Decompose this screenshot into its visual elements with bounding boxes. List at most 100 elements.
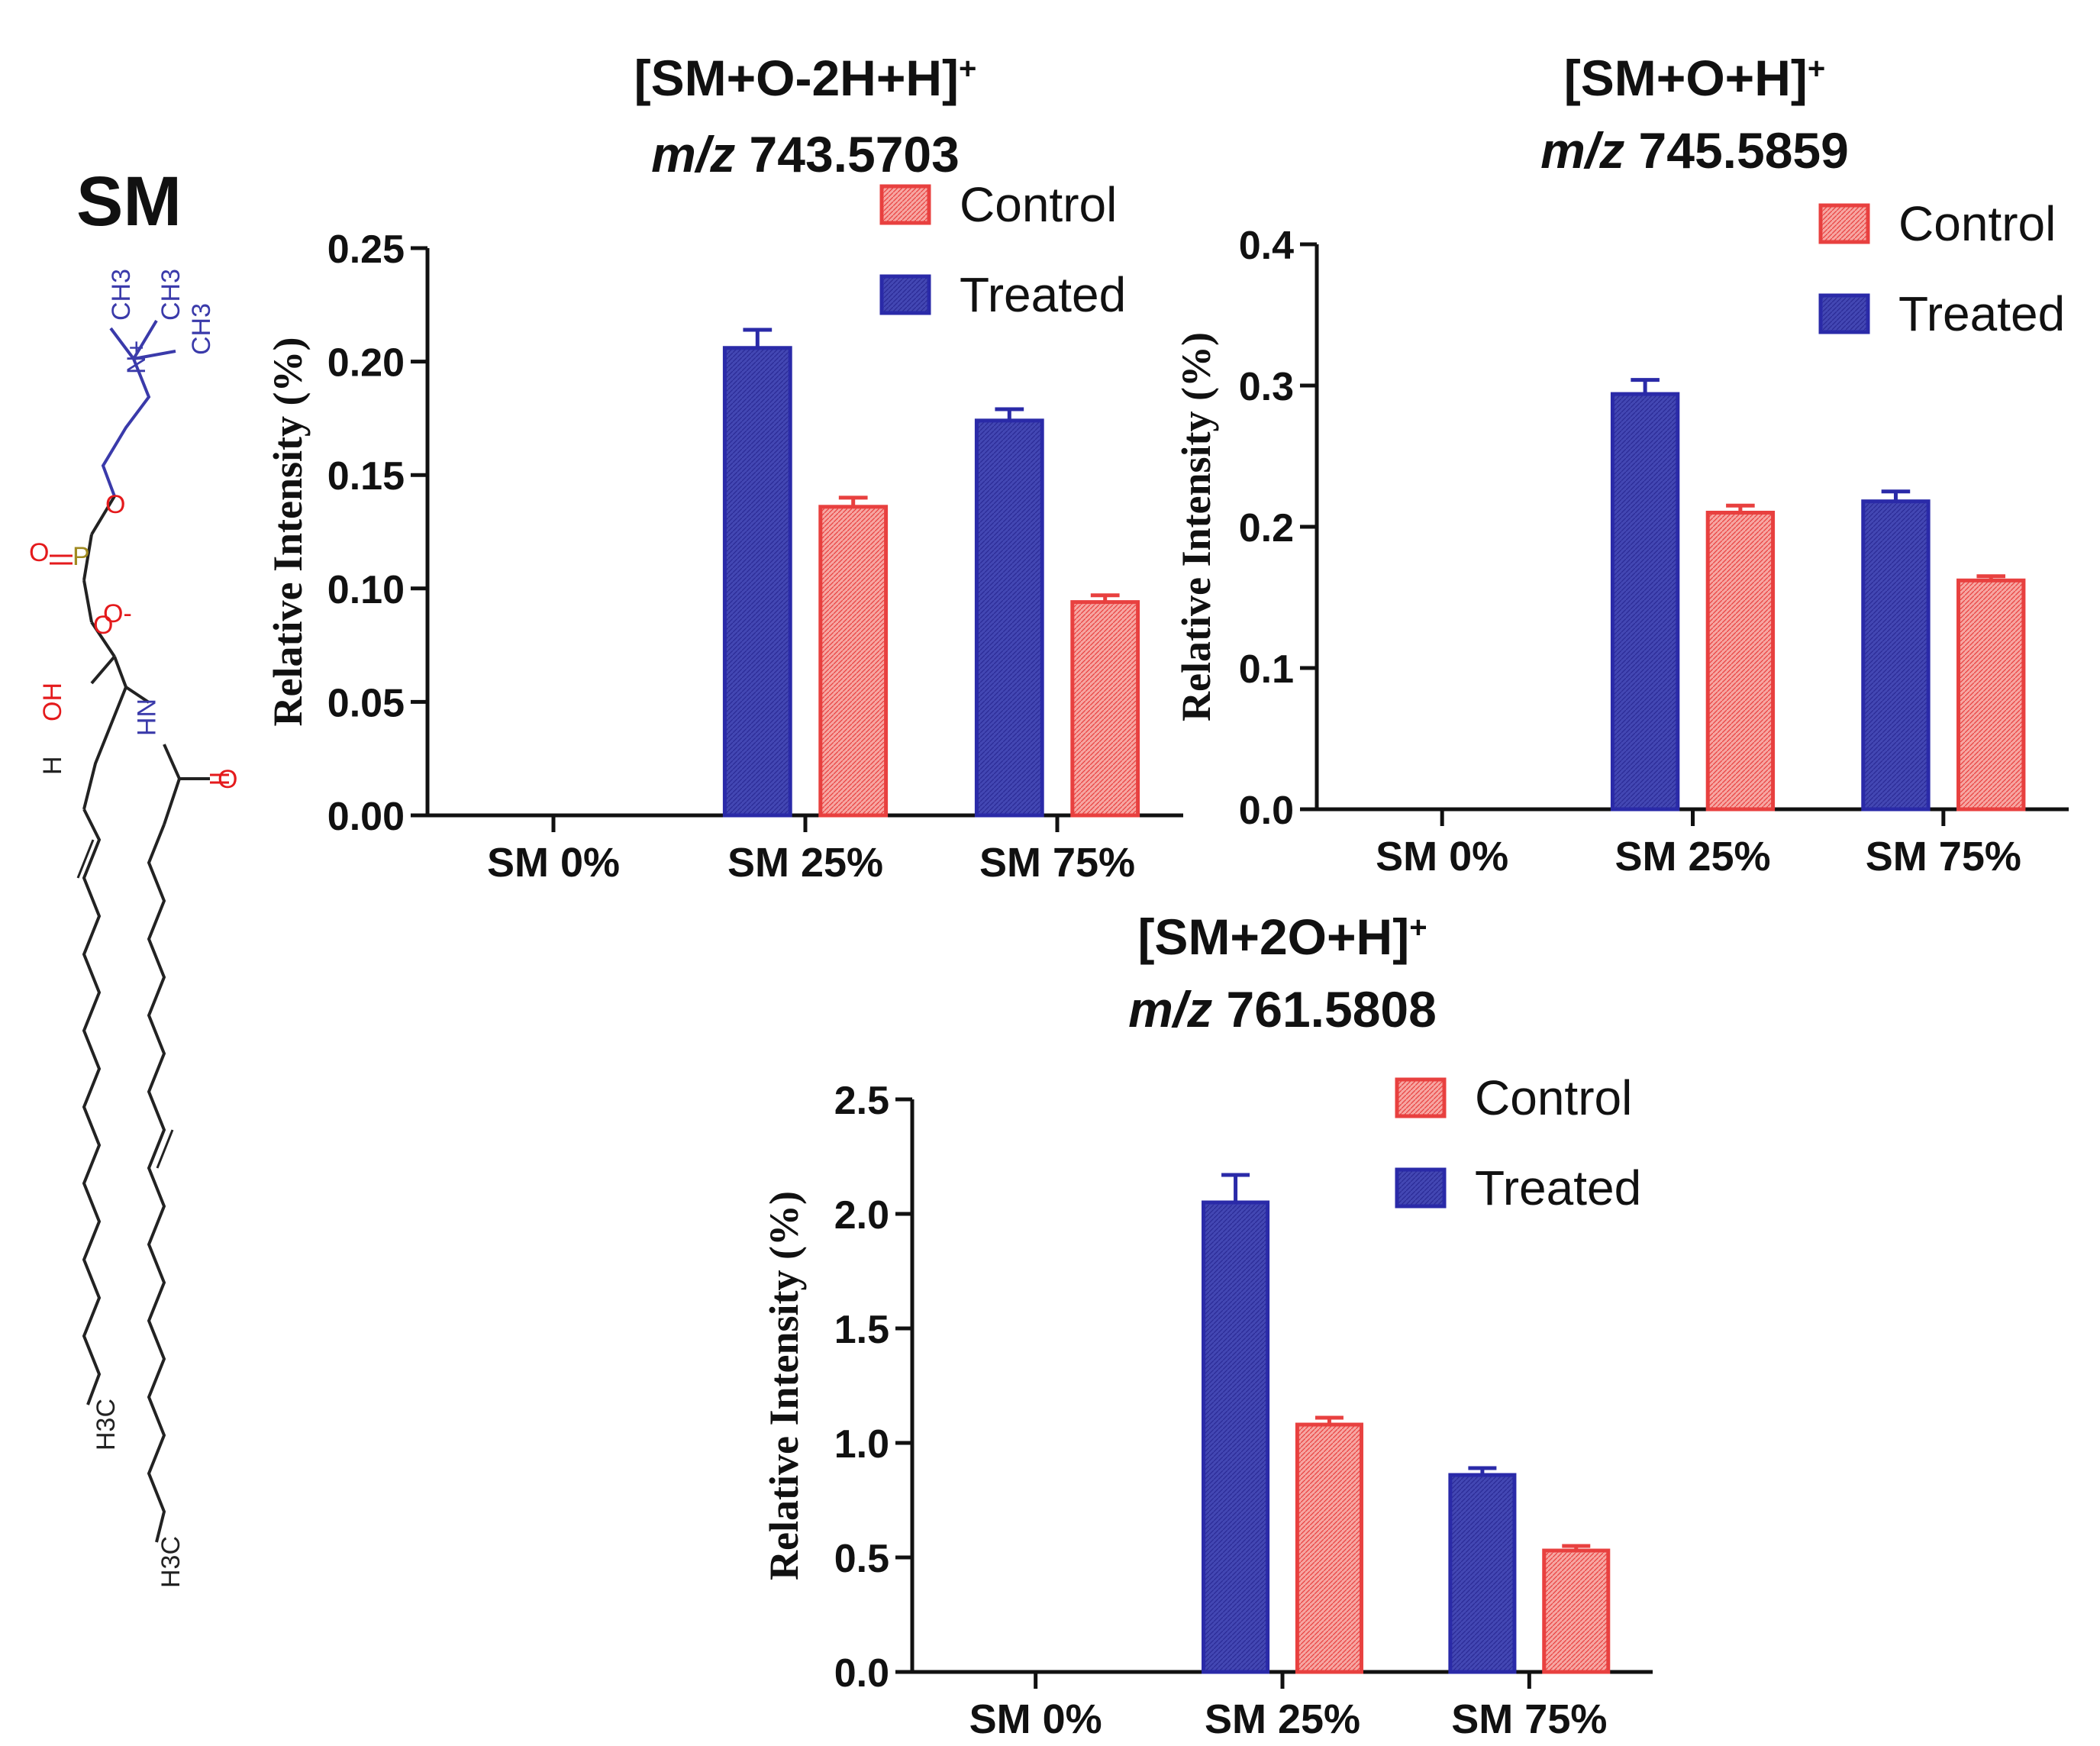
oxygen-label-3: O-: [103, 599, 132, 628]
chart-subtitle-value: 743.5703: [750, 126, 960, 182]
y-tick-label: 0.0: [1239, 789, 1294, 833]
sphingoid-chain: [82, 808, 102, 1406]
chart-title: [SM+2O+H]+: [1137, 909, 1427, 965]
chart-subtitle: m/z 743.5703: [651, 126, 960, 182]
legend-control-swatch: [879, 184, 931, 225]
hydroxyl-label: OH: [38, 683, 67, 721]
legend-treated-swatch: [879, 274, 931, 315]
carbonyl-double-bond: [210, 773, 229, 784]
y-axis-label: Relative Intensity (%): [761, 1191, 807, 1580]
legend-control-label: Control: [1475, 1070, 1632, 1125]
chart-subtitle-value: 745.5859: [1639, 122, 1849, 179]
x-tick-label: SM 25%: [727, 840, 883, 886]
sphingomyelin-structure: SM CH3 CH3 CH3 N+ O O O- O P: [29, 163, 237, 1588]
x-tick-label: SM 0%: [969, 1696, 1102, 1742]
chart-subtitle-value: 761.5808: [1227, 981, 1437, 1038]
chart-title-charge: +: [1409, 911, 1427, 944]
bar-treated: [1202, 1200, 1270, 1674]
y-tick-label: 2.0: [834, 1193, 889, 1238]
legend-control-swatch: [1395, 1077, 1447, 1118]
chart-subtitle-mz: m/z: [651, 126, 749, 182]
structure-label: SM: [76, 163, 182, 240]
legend-treated-label: Treated: [1898, 286, 2065, 341]
x-tick-label: SM 75%: [979, 840, 1135, 886]
legend-treated-label: Treated: [960, 267, 1126, 322]
y-tick-label: 1.5: [834, 1308, 889, 1352]
chart-title-ion: [SM+O+H]: [1564, 50, 1808, 106]
bar-treated: [1448, 1473, 1517, 1674]
bar-control: [1956, 578, 2026, 812]
bar-treated: [1861, 499, 1931, 812]
bar-control: [1295, 1422, 1363, 1674]
choline-bonds: [101, 319, 176, 497]
phosphorus-label: P: [73, 542, 90, 571]
bar-treated: [722, 346, 792, 818]
chart-title-ion: [SM+O-2H+H]: [634, 50, 959, 106]
y-tick-label: 0.25: [327, 228, 405, 272]
terminal-methyl-label-1: H3C: [92, 1399, 121, 1451]
legend-control-swatch: [1818, 203, 1870, 244]
chart-subtitle: m/z 745.5859: [1540, 122, 1849, 179]
y-tick-label: 0.5: [834, 1537, 889, 1581]
oxygen-label-1: O: [105, 490, 125, 519]
bar-control: [1542, 1548, 1611, 1674]
phosphate-double-bond: [50, 554, 73, 565]
hydrogen-label: H: [38, 756, 67, 775]
oxygen-label-4: O: [93, 611, 113, 640]
chart-title-charge: +: [959, 52, 976, 86]
legend-treated-label: Treated: [1475, 1160, 1641, 1215]
phosphate-linker-bonds: [82, 495, 116, 685]
bar-control: [1705, 511, 1776, 812]
chart-subtitle-mz: m/z: [1128, 981, 1226, 1038]
y-tick-label: 2.5: [834, 1079, 889, 1123]
chart-subtitle: m/z 761.5808: [1128, 981, 1437, 1038]
chart-sm-2o: [SM+2O+H]+ m/z 761.5808 Relative Intensity…: [761, 909, 1653, 1742]
methyl-label-1: CH3: [107, 269, 136, 321]
backbone-bonds: [82, 656, 210, 825]
y-tick-label: 0.3: [1239, 365, 1294, 409]
y-tick-label: 0.05: [327, 681, 405, 725]
y-axis-label: Relative Intensity (%): [1173, 332, 1219, 721]
acyl-chain: [147, 824, 166, 1543]
methyl-label-3: CH3: [187, 303, 216, 355]
x-tick-label: SM 0%: [1376, 834, 1508, 879]
y-tick-label: 0.10: [327, 568, 405, 612]
nitrogen-label: N+: [122, 340, 151, 374]
oxygen-label-2: O: [29, 538, 49, 567]
chart-sm-o-2h: [SM+O-2H+H]+ m/z 743.5703 Relative Intensi…: [265, 50, 1183, 886]
bar-treated: [1610, 392, 1680, 812]
y-tick-label: 1.0: [834, 1422, 889, 1467]
terminal-methyl-label-2: H3C: [156, 1536, 185, 1588]
legend-control-label: Control: [1898, 196, 2056, 251]
y-axis-label: Relative Intensity (%): [265, 337, 311, 727]
y-tick-label: 0.00: [327, 795, 405, 839]
carbonyl-oxygen-label: O: [218, 765, 237, 794]
amide-nh-label: NH: [131, 699, 160, 736]
bar-control: [1070, 600, 1140, 818]
legend-treated-swatch: [1395, 1167, 1447, 1209]
chart-title: [SM+O-2H+H]+: [634, 50, 977, 106]
chart-sm-o: [SM+O+H]+ m/z 745.5859 Relative Intensity …: [1173, 50, 2069, 879]
y-tick-label: 0.0: [834, 1651, 889, 1696]
chart-title: [SM+O+H]+: [1564, 50, 1825, 106]
x-tick-label: SM 75%: [1866, 834, 2021, 879]
y-tick-label: 0.1: [1239, 647, 1294, 692]
legend-treated-swatch: [1818, 293, 1870, 334]
x-tick-label: SM 25%: [1615, 834, 1770, 879]
legend-control-label: Control: [960, 177, 1117, 232]
bar-control: [818, 505, 889, 818]
acyl-double-bond: [156, 1129, 174, 1169]
bar-treated: [974, 418, 1044, 818]
x-tick-label: SM 25%: [1205, 1696, 1360, 1742]
y-tick-label: 0.2: [1239, 506, 1294, 550]
sphingoid-double-bond: [76, 839, 95, 879]
x-tick-label: SM 75%: [1451, 1696, 1607, 1742]
x-tick-label: SM 0%: [487, 840, 620, 886]
y-tick-label: 0.20: [327, 341, 405, 386]
chart-subtitle-mz: m/z: [1540, 122, 1638, 179]
y-tick-label: 0.15: [327, 454, 405, 499]
chart-title-charge: +: [1808, 52, 1825, 86]
methyl-label-2: CH3: [156, 269, 185, 321]
y-tick-label: 0.4: [1239, 224, 1294, 268]
